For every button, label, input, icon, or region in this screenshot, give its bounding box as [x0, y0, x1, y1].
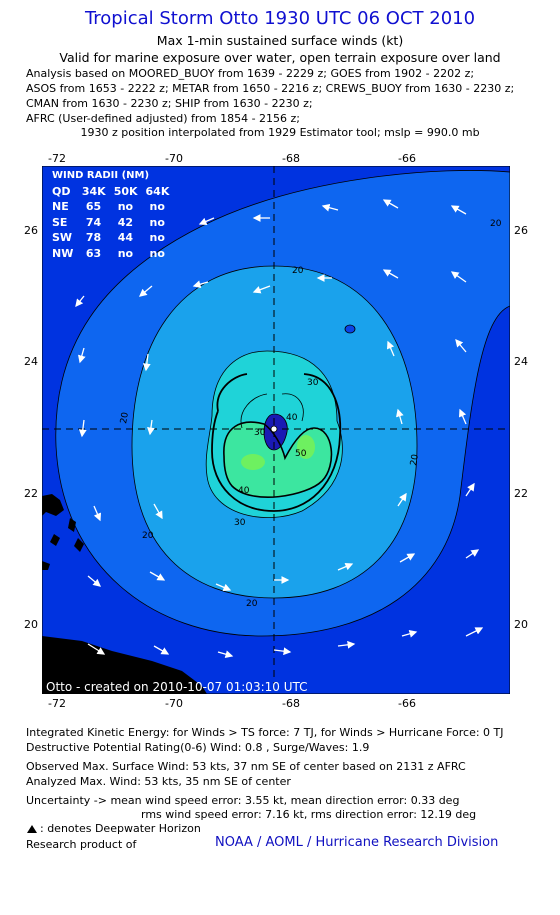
contour-label: 30 [307, 378, 319, 388]
wind-radii-header-cell: 34K [81, 184, 106, 198]
wind-radii-cell: no [117, 200, 134, 213]
wind-vectors [75, 199, 484, 658]
max-wind-spot-sw [241, 454, 265, 470]
analysis-line-2: ASOS from 1653 - 2222 z; METAR from 1650… [26, 82, 515, 95]
map-title: Tropical Storm Otto 1930 UTC 06 OCT 2010 [84, 8, 476, 29]
wind-field-map: 20 20 20 20 30 30 30 40 40 50 20 20 [42, 166, 510, 694]
wind-radii-row-nw: NW 63 no no [52, 246, 169, 262]
analyzed-max-line: Analyzed Max. Wind: 53 kts, 35 nm SE of … [26, 775, 291, 788]
wind-radii-cell: 65 [85, 200, 102, 213]
subtitle-max-winds: Max 1-min sustained surface winds (kt) [156, 33, 404, 48]
contour-label: 50 [295, 449, 307, 459]
wind-radii-cell: no [117, 246, 134, 260]
contour-label: 40 [238, 486, 250, 496]
storm-center-marker [270, 425, 278, 433]
wind-radii-cell: no [149, 231, 165, 244]
land-masses [42, 494, 207, 694]
lat-tick-right-24: 24 [514, 355, 528, 368]
wind-radii-row-ne: NE 65 no no [52, 199, 169, 215]
lon-tick-top-68: -68 [282, 152, 300, 165]
contour-label-group: 20 20 20 20 30 30 30 40 40 50 20 20 [119, 219, 502, 609]
observed-max-line: Observed Max. Surface Wind: 53 kts, 37 n… [26, 760, 466, 773]
lat-tick-left-24: 24 [24, 355, 38, 368]
lat-tick-left-26: 26 [24, 224, 38, 237]
contour-lines [55, 170, 510, 637]
ike-line: Integrated Kinetic Energy: for Winds > T… [26, 726, 504, 739]
lon-tick-bottom-70: -70 [165, 697, 183, 710]
wind-radii-cell: SW [52, 231, 73, 244]
analysis-line-4: AFRC (User-defined adjusted) from 1854 -… [26, 112, 301, 125]
wind-radii-header-cell: 50K [113, 184, 138, 198]
wind-radii-cell: NW [52, 246, 74, 260]
lon-tick-top-72: -72 [48, 152, 66, 165]
subtitle-exposure: Valid for marine exposure over water, op… [59, 50, 501, 65]
lat-tick-right-26: 26 [514, 224, 528, 237]
wind-radii-header-cell: QD [52, 184, 71, 198]
wind-radii-title: WIND RADII (NM) [52, 170, 150, 181]
deepwater-horizon-icon [27, 825, 37, 833]
drp-line: Destructive Potential Rating(0-6) Wind: … [26, 741, 370, 754]
lat-tick-right-20: 20 [514, 618, 528, 631]
wind-radii-header: QD 34K 50K 64K [52, 184, 169, 200]
wind-radii-cell: SE [52, 215, 68, 229]
storm-core [264, 414, 288, 450]
lat-tick-left-22: 22 [24, 487, 38, 500]
uncertainty-line-2: rms wind speed error: 7.16 kt, rms direc… [141, 808, 477, 821]
noaa-credit-link[interactable]: NOAA / AOML / Hurricane Research Divisio… [215, 835, 499, 850]
wind-radii-cell: no [149, 215, 165, 229]
analysis-line-1: Analysis based on MOORED_BUOY from 1639 … [26, 67, 475, 80]
wind-radii-cell: 78 [85, 231, 102, 244]
lon-tick-bottom-66: -66 [398, 697, 416, 710]
contour-label: 30 [234, 518, 246, 528]
contour-label: 30 [254, 428, 266, 438]
research-label: Research product of [26, 838, 137, 851]
contour-label: 40 [286, 413, 298, 423]
lat-tick-left-20: 20 [24, 618, 38, 631]
position-note: 1930 z position interpolated from 1929 E… [80, 126, 480, 139]
contour-island-spot [344, 324, 356, 334]
contour-label: 20 [292, 266, 304, 276]
wind-radii-table: WIND RADII (NM) QD 34K 50K 64K NE 65 no … [52, 168, 169, 261]
max-wind-spot-se [297, 435, 315, 459]
wind-radii-cell: 74 [85, 215, 102, 229]
contour-label: 20 [246, 599, 258, 609]
wind-radii-row-sw: SW 78 44 no [52, 230, 169, 246]
wind-radii-cell: 44 [117, 231, 133, 244]
created-stamp: Otto - created on 2010-10-07 01:03:10 UT… [46, 680, 308, 694]
uncertainty-line-1: Uncertainty -> mean wind speed error: 3.… [26, 794, 460, 807]
contour-label: 20 [490, 219, 502, 229]
lon-tick-bottom-72: -72 [48, 697, 66, 710]
contour-label: 20 [119, 411, 131, 424]
analysis-line-3: CMAN from 1630 - 2230 z; SHIP from 1630 … [26, 97, 313, 110]
wind-radii-cell: 63 [85, 246, 102, 260]
wind-radii-cell: no [149, 246, 165, 260]
wind-radii-cell: no [149, 200, 165, 213]
wind-radii-cell: 42 [117, 215, 133, 229]
contour-label: 20 [142, 531, 154, 541]
wind-radii-cell: NE [52, 200, 69, 213]
contour-label: 20 [409, 453, 421, 466]
lat-tick-right-22: 22 [514, 487, 528, 500]
lon-tick-bottom-68: -68 [282, 697, 300, 710]
wind-radii-header-cell: 64K [145, 184, 170, 198]
deepwater-note: : denotes Deepwater Horizon [40, 822, 201, 835]
lon-tick-top-70: -70 [165, 152, 183, 165]
lon-tick-top-66: -66 [398, 152, 416, 165]
wind-radii-row-se: SE 74 42 no [52, 215, 169, 231]
wind-radii-ring [211, 373, 342, 512]
